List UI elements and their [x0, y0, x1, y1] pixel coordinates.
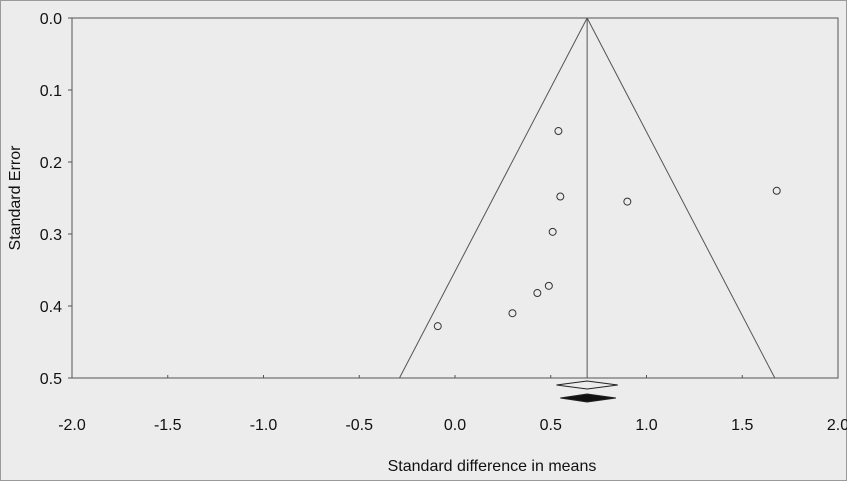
x-tick-label: -1.5 — [154, 417, 182, 434]
y-tick-label: 0.0 — [40, 11, 62, 28]
funnel-layer — [399, 17, 776, 379]
y-tick-label: 0.2 — [40, 155, 62, 172]
study-point — [433, 322, 442, 331]
x-tick-label: -0.5 — [345, 417, 373, 434]
study-point — [508, 309, 517, 318]
y-tick-label: 0.3 — [40, 227, 62, 244]
summary-diamond-filled — [560, 393, 616, 403]
study-point — [544, 281, 553, 290]
study-point — [554, 127, 563, 136]
x-tick-label: -2.0 — [58, 417, 86, 434]
x-tick-label: 1.5 — [731, 417, 753, 434]
study-point — [623, 197, 632, 206]
y-tick-label: 0.1 — [40, 83, 62, 100]
x-axis-ticks: -2.0 -1.5 -1.0 -0.5 0.0 0.5 1.0 1.5 2.0 — [58, 375, 847, 434]
points-layer — [433, 127, 781, 331]
study-point — [533, 289, 542, 298]
summary-diamond-open — [556, 380, 618, 390]
study-point — [772, 186, 781, 195]
study-point — [548, 227, 557, 236]
x-tick-label: -1.0 — [250, 417, 278, 434]
x-axis-title: Standard difference in means — [388, 458, 597, 475]
y-axis-title: Standard Error — [7, 145, 24, 251]
y-axis-ticks: 0.0 0.1 0.2 0.3 0.4 0.5 — [40, 11, 72, 388]
plot-area — [71, 17, 839, 379]
y-tick-label: 0.5 — [40, 371, 62, 388]
x-tick-label: 2.0 — [827, 417, 847, 434]
funnel-left-line — [399, 17, 588, 379]
study-point — [556, 192, 565, 201]
diamond-layer — [556, 380, 618, 403]
x-tick-label: 0.5 — [540, 417, 562, 434]
y-tick-label: 0.4 — [40, 299, 62, 316]
x-tick-label: 1.0 — [635, 417, 657, 434]
funnel-right-line — [586, 17, 776, 379]
x-tick-label: 0.0 — [444, 417, 466, 434]
